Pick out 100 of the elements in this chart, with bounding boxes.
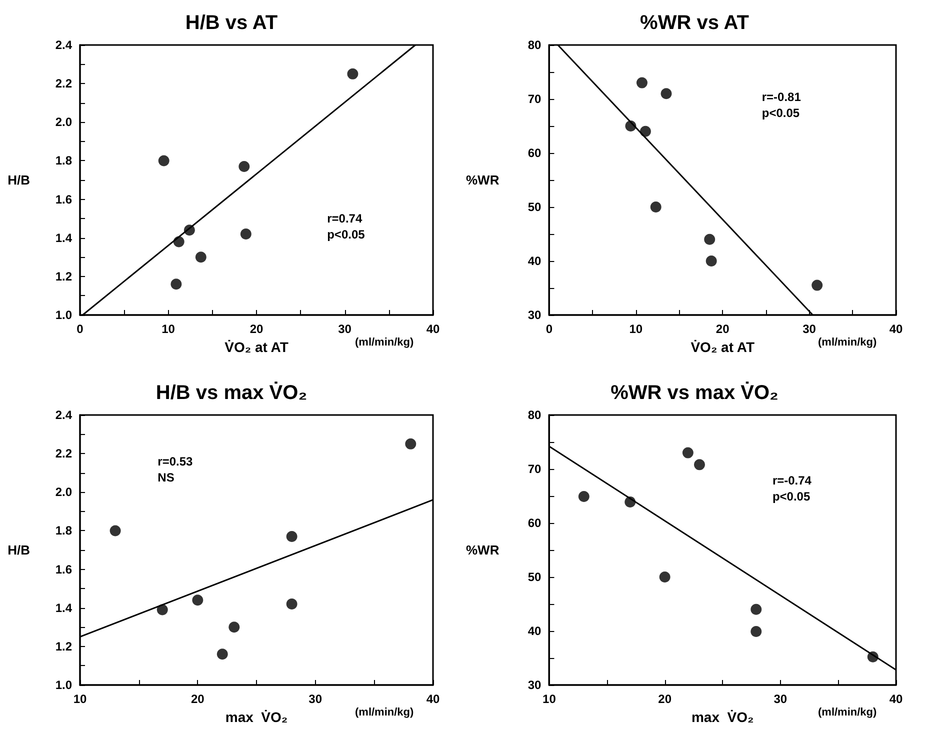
y-tick-label: 50 bbox=[528, 570, 542, 584]
point bbox=[286, 531, 298, 542]
y-tick-label: 1.6 bbox=[55, 562, 72, 576]
point bbox=[636, 77, 648, 88]
x-tick-label: 30 bbox=[338, 322, 352, 336]
y-tick-label: 1.8 bbox=[55, 524, 72, 538]
x-tick-label: 40 bbox=[889, 692, 903, 706]
annotation: r=-0.74 bbox=[772, 473, 812, 488]
x-tick-label: 20 bbox=[250, 322, 264, 336]
point bbox=[625, 120, 636, 132]
point bbox=[706, 256, 717, 266]
point bbox=[286, 598, 298, 610]
x-tick-label: 40 bbox=[889, 322, 903, 336]
x-tick-label: 40 bbox=[426, 322, 440, 336]
point bbox=[694, 459, 705, 470]
y-tick-label: 2.4 bbox=[55, 408, 72, 422]
point bbox=[650, 202, 662, 212]
y-tick-label: 1.8 bbox=[55, 154, 72, 168]
point bbox=[238, 161, 250, 172]
point bbox=[240, 228, 252, 240]
x-tick-label: 10 bbox=[629, 322, 643, 336]
text: (ml/min/kg) bbox=[355, 706, 414, 718]
chart-title: H/B vs AT bbox=[185, 12, 278, 34]
text: (ml/min/kg) bbox=[818, 706, 878, 718]
y-tick-label: 30 bbox=[528, 308, 542, 322]
y-tick-label: 1.0 bbox=[55, 678, 72, 692]
x-tick-label: 10 bbox=[162, 322, 176, 336]
y-tick-label: 1.2 bbox=[55, 639, 72, 654]
y-tick-label: 40 bbox=[528, 624, 542, 638]
annotation: NS bbox=[158, 470, 174, 484]
x-tick-label: 10 bbox=[73, 692, 87, 706]
x-axis-title: max V̇O₂ bbox=[691, 708, 754, 725]
y-axis-title: H/B bbox=[8, 172, 30, 188]
annotation: r=0.53 bbox=[158, 454, 194, 468]
point bbox=[192, 594, 204, 606]
y-tick-label: 40 bbox=[528, 254, 542, 268]
point bbox=[659, 572, 670, 582]
y-tick-label: 1.0 bbox=[55, 308, 72, 322]
y-tick-label: 2.0 bbox=[55, 485, 72, 500]
y-tick-label: 2.4 bbox=[55, 38, 72, 52]
y-tick-label: 1.6 bbox=[55, 192, 72, 206]
x-tick-label: 0 bbox=[76, 322, 84, 336]
y-axis-title: H/B bbox=[8, 542, 30, 558]
point bbox=[704, 234, 716, 245]
annotation: p<0.05 bbox=[762, 106, 800, 120]
x-axis-title: V̇O₂ at AT bbox=[224, 338, 289, 355]
point bbox=[156, 604, 168, 616]
point bbox=[170, 278, 182, 290]
x-tick-label: 20 bbox=[190, 692, 205, 706]
x-axis-title: V̇O₂ at AT bbox=[690, 338, 755, 355]
x-tick-label: 30 bbox=[308, 692, 322, 706]
x-tick-label: 30 bbox=[774, 692, 788, 706]
y-tick-label: 70 bbox=[528, 462, 542, 476]
point bbox=[110, 525, 121, 536]
x-tick-label: 0 bbox=[546, 322, 553, 336]
x-tick-label: 20 bbox=[716, 322, 730, 336]
text: (ml/min/kg) bbox=[818, 336, 878, 348]
point bbox=[184, 224, 195, 236]
point bbox=[750, 626, 762, 638]
point bbox=[867, 651, 878, 662]
chart-title: H/B vs max V̇O₂ bbox=[156, 381, 308, 404]
chart-title: %WR vs max V̇O₂ bbox=[610, 381, 778, 404]
chart-title: %WR vs AT bbox=[640, 12, 749, 34]
point bbox=[405, 438, 416, 450]
point bbox=[347, 68, 358, 80]
annotation: p<0.05 bbox=[327, 227, 366, 242]
y-tick-label: 80 bbox=[528, 38, 542, 52]
y-tick-label: 50 bbox=[528, 200, 542, 214]
y-tick-label: 60 bbox=[528, 146, 542, 160]
x-tick-label: 10 bbox=[542, 692, 556, 706]
y-tick-label: 1.4 bbox=[55, 230, 72, 245]
point bbox=[578, 491, 590, 502]
annotation: r=0.74 bbox=[327, 211, 362, 226]
x-tick-label: 30 bbox=[802, 322, 816, 336]
text: (ml/min/kg) bbox=[355, 336, 414, 348]
y-axis-title: %WR bbox=[466, 172, 500, 188]
annotation: r=-0.81 bbox=[762, 90, 802, 104]
point bbox=[640, 126, 651, 137]
y-tick-label: 2.2 bbox=[55, 76, 72, 91]
point bbox=[158, 155, 170, 166]
y-tick-label: 1.2 bbox=[55, 269, 72, 284]
point bbox=[173, 236, 184, 248]
point bbox=[682, 447, 694, 458]
point bbox=[812, 280, 823, 291]
y-tick-label: 70 bbox=[528, 92, 542, 106]
point bbox=[750, 604, 762, 615]
point bbox=[660, 88, 672, 100]
point bbox=[624, 496, 636, 508]
point bbox=[228, 622, 240, 633]
annotation: p<0.05 bbox=[772, 489, 810, 504]
point bbox=[216, 648, 228, 660]
y-tick-label: 2.0 bbox=[55, 115, 72, 130]
y-tick-label: 30 bbox=[528, 678, 542, 692]
x-tick-label: 20 bbox=[658, 692, 672, 706]
y-tick-label: 60 bbox=[528, 516, 542, 530]
y-tick-label: 1.4 bbox=[55, 600, 72, 615]
x-axis-title: max V̇O₂ bbox=[225, 708, 288, 725]
point bbox=[195, 252, 206, 263]
y-tick-label: 80 bbox=[528, 408, 542, 422]
y-axis-title: %WR bbox=[466, 542, 500, 558]
